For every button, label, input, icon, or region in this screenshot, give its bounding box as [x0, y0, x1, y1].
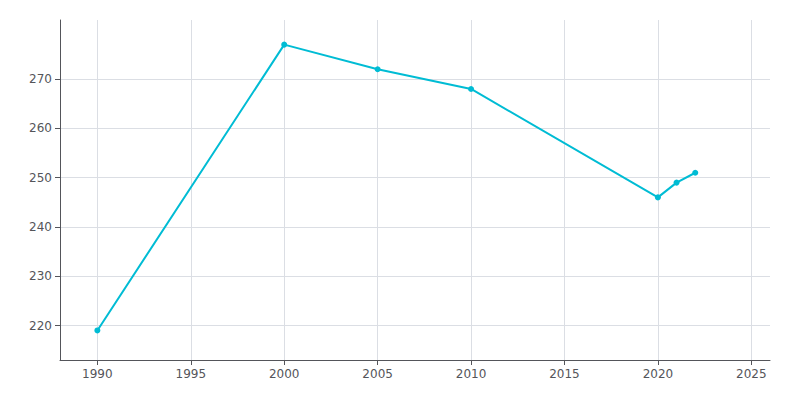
svg-text:2010: 2010 — [456, 367, 487, 381]
svg-text:220: 220 — [29, 319, 52, 333]
svg-text:240: 240 — [29, 220, 52, 234]
svg-text:2020: 2020 — [643, 367, 674, 381]
svg-text:260: 260 — [29, 121, 52, 135]
svg-text:2025: 2025 — [736, 367, 767, 381]
svg-text:270: 270 — [29, 72, 52, 86]
svg-text:2015: 2015 — [549, 367, 580, 381]
svg-text:1995: 1995 — [176, 367, 207, 381]
svg-text:250: 250 — [29, 171, 52, 185]
svg-text:230: 230 — [29, 269, 52, 283]
svg-text:2005: 2005 — [362, 367, 393, 381]
svg-text:1990: 1990 — [82, 367, 113, 381]
svg-text:2000: 2000 — [269, 367, 300, 381]
